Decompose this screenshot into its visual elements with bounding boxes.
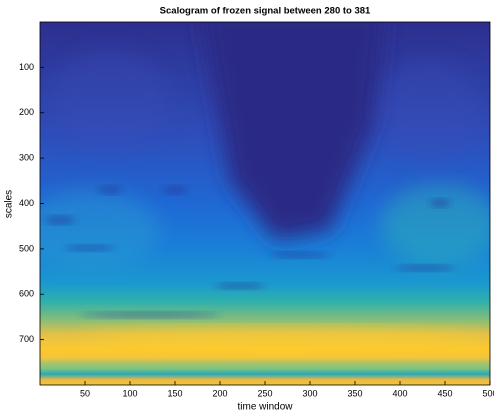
y-tick-label: 100 (19, 62, 34, 72)
y-tick-label: 500 (19, 243, 34, 253)
scalogram-image (40, 22, 490, 385)
x-tick-label: 500 (482, 388, 494, 398)
y-tick-label: 600 (19, 289, 34, 299)
x-tick-label: 50 (80, 388, 90, 398)
x-tick-label: 400 (392, 388, 407, 398)
y-tick-label: 700 (19, 334, 34, 344)
y-axis-label: scales (4, 190, 15, 218)
x-tick-label: 350 (347, 388, 362, 398)
x-tick-label: 300 (302, 388, 317, 398)
y-tick-label: 400 (19, 198, 34, 208)
x-axis-label: time window (237, 402, 293, 413)
chart-title: Scalogram of frozen signal between 280 t… (160, 6, 371, 17)
x-tick-label: 200 (212, 388, 227, 398)
x-tick-label: 150 (167, 388, 182, 398)
x-tick-label: 250 (257, 388, 272, 398)
y-tick-label: 200 (19, 107, 34, 117)
x-tick-label: 450 (437, 388, 452, 398)
y-tick-label: 300 (19, 153, 34, 163)
x-tick-label: 100 (122, 388, 137, 398)
